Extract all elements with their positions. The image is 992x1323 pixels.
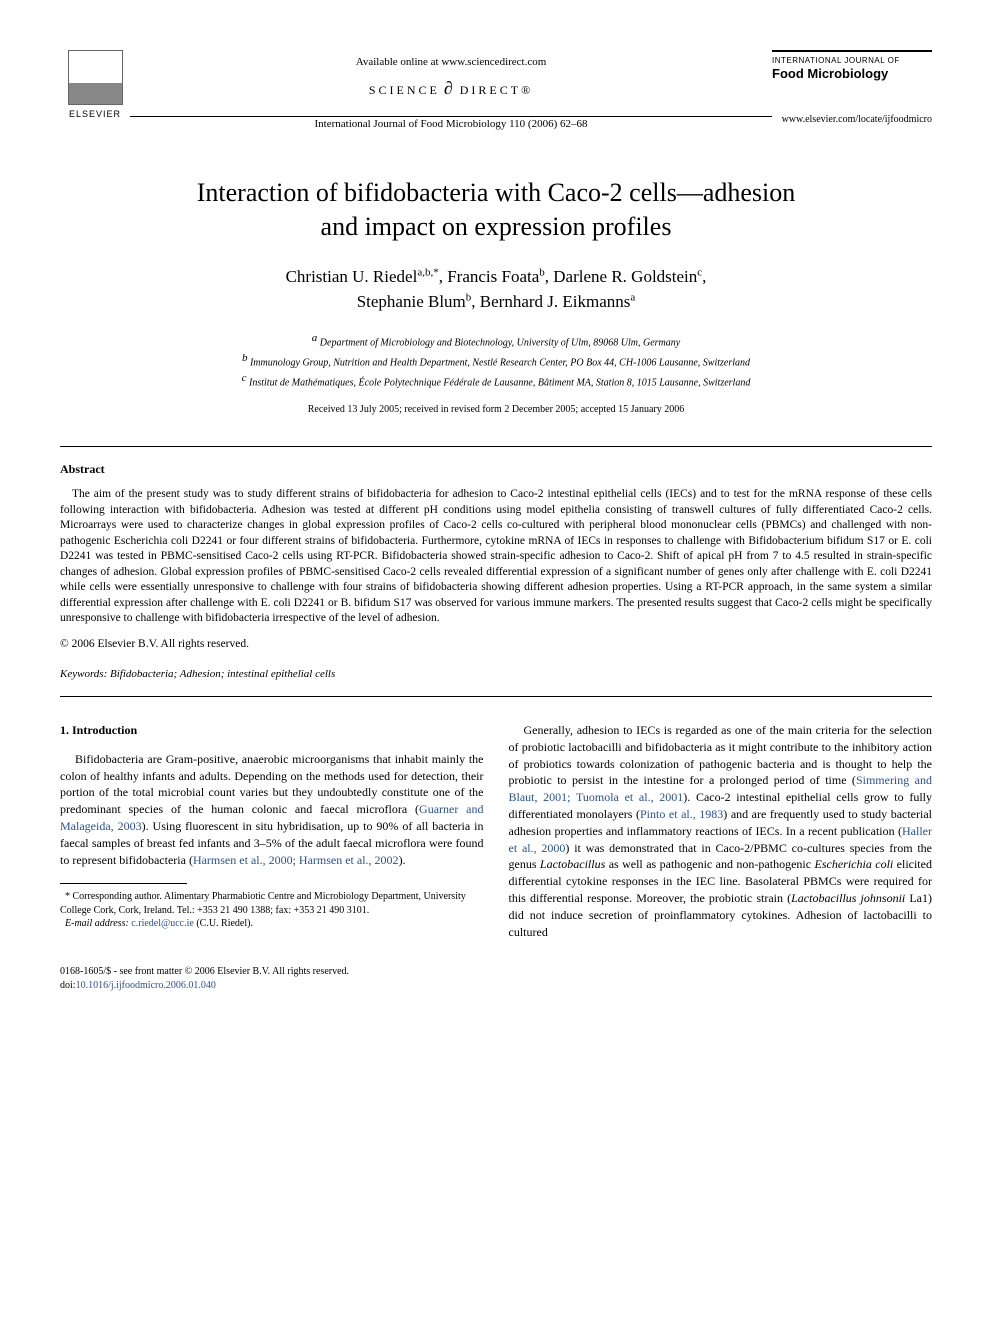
sd-right: DIRECT® [460,83,533,97]
journal-url: www.elsevier.com/locate/ijfoodmicro [772,113,932,126]
left-column: 1. Introduction Bifidobacteria are Gram-… [60,722,484,940]
citation-harmsen[interactable]: Harmsen et al., 2000; Harmsen et al., 20… [193,853,399,867]
keywords-label: Keywords: [60,668,107,680]
abstract-bottom-rule [60,696,932,697]
author-1-sup: a,b,* [417,266,438,278]
abstract-top-rule [60,446,932,447]
sd-left: SCIENCE [369,83,440,97]
sd-swirl-icon: ∂ [444,77,456,100]
author-3: Darlene R. Goldstein [553,267,697,286]
right-column: Generally, adhesion to IECs is regarded … [509,722,933,940]
header-center: Available online at www.sciencedirect.co… [130,50,772,131]
intro-r-1e: as well as pathogenic and non-pathogenic [605,857,814,871]
introduction-heading: 1. Introduction [60,722,484,739]
author-2: Francis Foata [447,267,539,286]
doi-line: doi:10.1016/j.ijfoodmicro.2006.01.040 [60,979,932,993]
email-link[interactable]: c.riedel@ucc.ie [131,918,194,929]
citation-pinto[interactable]: Pinto et al., 1983 [640,807,723,821]
author-5: Bernhard J. Eikmanns [480,292,631,311]
available-online: Available online at www.sciencedirect.co… [130,55,772,69]
corresponding-author-footnote: * Corresponding author. Alimentary Pharm… [60,890,484,917]
author-5-sup: a [630,291,635,303]
author-2-sup: b [539,266,545,278]
copyright: © 2006 Elsevier B.V. All rights reserved… [60,637,932,652]
footnote-separator [60,883,187,884]
email-label: E-mail address: [65,918,129,929]
affiliation-b: Immunology Group, Nutrition and Health D… [250,357,750,368]
authors-block: Christian U. Riedela,b,*, Francis Foatab… [60,264,932,315]
author-4-sup: b [466,291,472,303]
elsevier-logo: ELSEVIER [60,50,130,130]
ital-ecoli: Escherichia coli [815,857,894,871]
body-columns: 1. Introduction Bifidobacteria are Gram-… [60,722,932,940]
elsevier-text: ELSEVIER [69,109,121,121]
journal-reference: International Journal of Food Microbiolo… [130,117,772,131]
affiliations: a Department of Microbiology and Biotech… [60,330,932,391]
article-dates: Received 13 July 2005; received in revis… [60,403,932,416]
title-line1: Interaction of bifidobacteria with Caco-… [197,178,796,207]
keywords-text: Bifidobacteria; Adhesion; intestinal epi… [110,668,335,680]
science-direct-logo: SCIENCE ∂ DIRECT® [130,77,772,100]
ital-johnsonii: Lactobacillus johnsonii [791,891,905,905]
author-3-sup: c [697,266,702,278]
abstract-body: The aim of the present study was to stud… [60,488,932,624]
abstract-heading: Abstract [60,462,932,478]
journal-logo-small: INTERNATIONAL JOURNAL OF [772,56,932,66]
doi-label: doi: [60,980,76,991]
page-header: ELSEVIER Available online at www.science… [60,50,932,131]
journal-logo: INTERNATIONAL JOURNAL OF Food Microbiolo… [772,50,932,83]
journal-logo-large: Food Microbiology [772,66,932,83]
page-footer: 0168-1605/$ - see front matter © 2006 El… [60,965,932,993]
abstract-text: The aim of the present study was to stud… [60,487,932,627]
affiliation-a: Department of Microbiology and Biotechno… [320,337,680,348]
author-4: Stephanie Blum [357,292,466,311]
footnote-corr-text: * Corresponding author. Alimentary Pharm… [60,891,466,916]
intro-l-1c: ). [399,853,406,867]
intro-paragraph-left: Bifidobacteria are Gram-positive, anaero… [60,751,484,869]
ital-lactobacillus: Lactobacillus [540,857,605,871]
journal-branding: INTERNATIONAL JOURNAL OF Food Microbiolo… [772,50,932,126]
email-footnote: E-mail address: c.riedel@ucc.ie (C.U. Ri… [60,917,484,931]
intro-paragraph-right: Generally, adhesion to IECs is regarded … [509,722,933,940]
affiliation-c: Institut de Mathématiques, École Polytec… [249,378,750,389]
author-1: Christian U. Riedel [286,267,418,286]
email-tail: (C.U. Riedel). [194,918,253,929]
title-line2: and impact on expression profiles [321,212,672,241]
issn-line: 0168-1605/$ - see front matter © 2006 El… [60,965,932,979]
article-title: Interaction of bifidobacteria with Caco-… [120,176,872,244]
doi-link[interactable]: 10.1016/j.ijfoodmicro.2006.01.040 [76,980,216,991]
keywords: Keywords: Bifidobacteria; Adhesion; inte… [60,667,932,681]
elsevier-tree-icon [68,50,123,105]
